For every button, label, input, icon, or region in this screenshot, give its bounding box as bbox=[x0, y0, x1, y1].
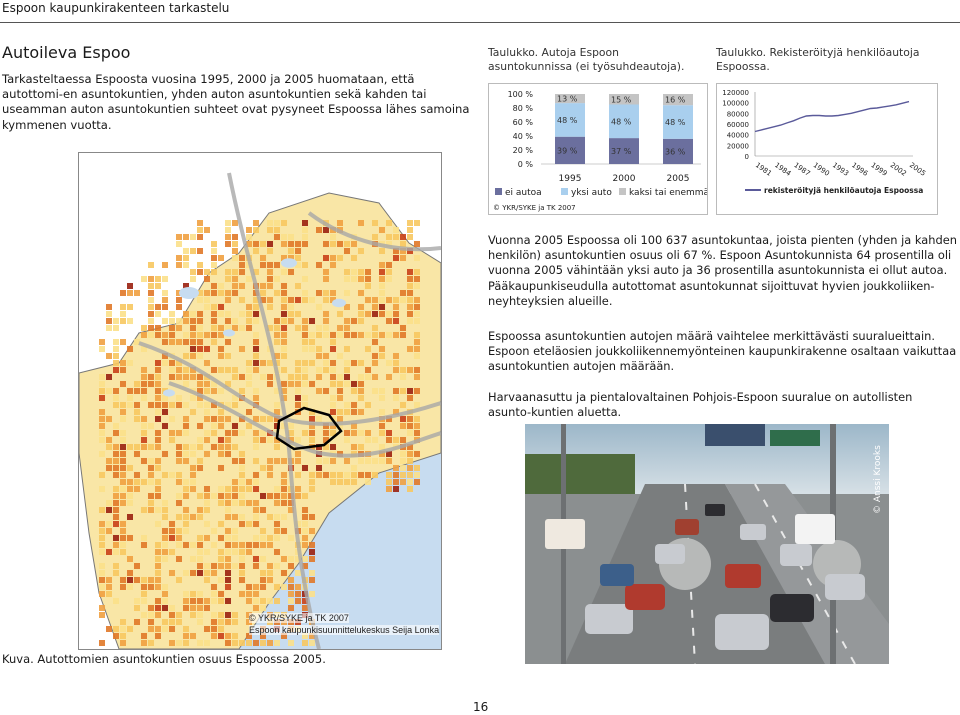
y-tick-label: 60 % bbox=[513, 118, 534, 127]
y-tick-label: 20 % bbox=[513, 146, 534, 155]
legend-label: ei autoa bbox=[505, 188, 542, 198]
y-tick-label: 0 bbox=[745, 153, 749, 161]
y-tick-label: 40000 bbox=[727, 132, 749, 140]
header-rule bbox=[0, 22, 960, 23]
map-graphic bbox=[79, 153, 441, 649]
road bbox=[227, 172, 321, 649]
x-tick-label: 1984 bbox=[773, 161, 793, 178]
y-tick-label: 100000 bbox=[722, 100, 749, 108]
y-tick-label: 20000 bbox=[727, 142, 749, 150]
map-credit-2: Espoon kaupunkisuunnittelukeskus Seija L… bbox=[249, 625, 440, 635]
x-tick-label: 1990 bbox=[812, 161, 831, 178]
bar-data-label: 48 % bbox=[611, 117, 632, 126]
x-tick-label: 1981 bbox=[754, 161, 773, 178]
bar-data-label: 48 % bbox=[557, 116, 578, 125]
legend-label: yksi auto bbox=[571, 188, 612, 198]
x-tick-label: 1995 bbox=[559, 174, 582, 184]
lake bbox=[281, 258, 297, 268]
photo-credit: © Anssi Krooks bbox=[873, 445, 883, 514]
x-tick-label: 2002 bbox=[889, 161, 908, 178]
lake bbox=[332, 298, 346, 308]
x-tick-label: 1987 bbox=[792, 161, 811, 178]
table1-credit: © YKR/SYKE ja TK 2007 bbox=[493, 204, 576, 212]
x-tick-label: 2005 bbox=[667, 174, 690, 184]
lake bbox=[163, 389, 175, 397]
centre-outline bbox=[275, 406, 343, 451]
section-title: Autoileva Espoo bbox=[2, 43, 131, 62]
road bbox=[307, 211, 441, 252]
y-tick-label: 40 % bbox=[513, 132, 534, 141]
y-tick-label: 120000 bbox=[722, 89, 749, 97]
body-paragraph-2: Espoossa asuntokuntien autojen määrä vai… bbox=[488, 329, 957, 374]
table1-panel: 100 % 80 % 60 % 40 % 20 % 0 % 39 % 48 % 13 % 1995… bbox=[488, 83, 715, 215]
bar-segment bbox=[555, 136, 585, 164]
grid-cells bbox=[99, 220, 420, 646]
traffic-photo-graphic bbox=[525, 424, 889, 664]
bar-segment bbox=[663, 138, 693, 164]
bar-segment bbox=[663, 105, 693, 139]
x-tick-label: 1993 bbox=[831, 161, 850, 178]
bar-segment bbox=[609, 138, 639, 164]
y-tick-label: 80 % bbox=[513, 104, 534, 113]
bar-segment bbox=[555, 94, 585, 104]
table2-panel: 120000 100000 80000 60000 40000 20000 0 1981 198… bbox=[716, 83, 938, 215]
body-paragraph-1: Vuonna 2005 Espoossa oli 100 637 asuntok… bbox=[488, 233, 957, 308]
stacked-bar-chart: 100 % 80 % 60 % 40 % 20 % 0 % 39 % 48 % 13 % 1995… bbox=[493, 90, 715, 212]
legend-swatch bbox=[495, 188, 502, 195]
legend-swatch bbox=[619, 188, 626, 195]
map-caption: Kuva. Autottomien asuntokuntien osuus Es… bbox=[2, 652, 326, 666]
body-paragraph-3: Harvaanasuttu ja pientalovaltainen Pohjo… bbox=[488, 390, 913, 420]
sea-area bbox=[229, 453, 441, 649]
bar-segment bbox=[609, 104, 639, 139]
lake bbox=[223, 329, 235, 337]
bar-data-label: 36 % bbox=[665, 147, 686, 156]
bar-data-label: 16 % bbox=[665, 96, 686, 105]
x-tick-label: 1999 bbox=[869, 161, 888, 178]
running-header: Espoon kaupunkirakenteen tarkastelu bbox=[2, 1, 230, 15]
page-number: 16 bbox=[473, 700, 489, 714]
road bbox=[168, 381, 441, 458]
legend-swatch bbox=[561, 188, 568, 195]
legend-label: kaksi tai enemmän bbox=[629, 188, 707, 198]
map-credit-1: © YKR/SYKE ja TK 2007 bbox=[249, 613, 349, 623]
y-tick-label: 0 % bbox=[518, 160, 534, 169]
table2-caption: Taulukko. Rekisteröityjä henkilöautoja E… bbox=[716, 46, 920, 73]
bar-segment bbox=[663, 94, 693, 106]
y-tick-label: 60000 bbox=[727, 121, 749, 129]
intro-paragraph: Tarkasteltaessa Espoosta vuosina 1995, 2… bbox=[2, 72, 470, 132]
x-tick-label: 1996 bbox=[850, 161, 870, 178]
bar-data-label: 13 % bbox=[557, 95, 578, 104]
legend-label: rekisteröityjä henkilöautoja Espoossa bbox=[764, 186, 923, 195]
y-tick-label: 80000 bbox=[727, 110, 749, 118]
series-line bbox=[754, 100, 910, 133]
y-tick-label: 100 % bbox=[508, 90, 534, 99]
bar-segment bbox=[555, 103, 585, 137]
bar-data-label: 48 % bbox=[665, 118, 686, 127]
bar-segment bbox=[609, 94, 639, 105]
bar-data-label: 37 % bbox=[611, 147, 632, 156]
espoo-map: © YKR/SYKE ja TK 2007 Espoon kaupunkisuu… bbox=[78, 152, 442, 650]
x-tick-label: 2000 bbox=[613, 174, 636, 184]
x-tick-label: 2005 bbox=[908, 161, 927, 178]
bar-data-label: 39 % bbox=[557, 146, 578, 155]
table1-caption: Taulukko. Autoja Espoon asuntokunnissa (… bbox=[488, 46, 685, 73]
road bbox=[138, 341, 441, 426]
lake bbox=[179, 287, 199, 299]
traffic-photo: © Anssi Krooks bbox=[525, 424, 889, 664]
bar-data-label: 15 % bbox=[611, 95, 632, 104]
